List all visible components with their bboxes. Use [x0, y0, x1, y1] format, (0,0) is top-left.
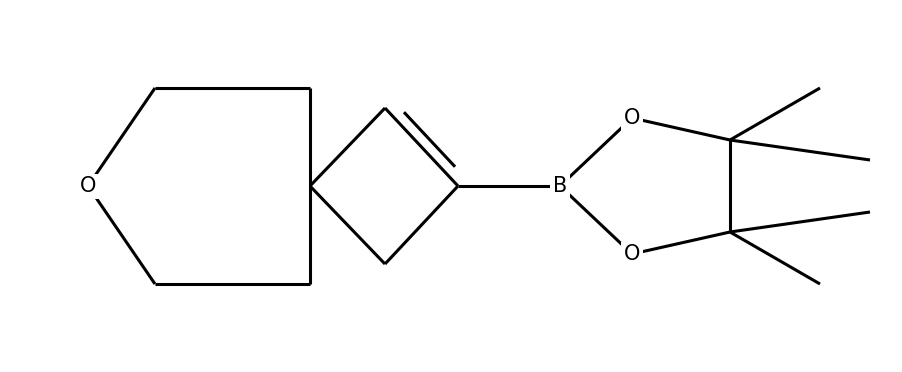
Text: O: O: [624, 244, 640, 264]
Text: O: O: [624, 108, 640, 128]
Text: O: O: [79, 176, 97, 196]
Text: B: B: [553, 176, 567, 196]
